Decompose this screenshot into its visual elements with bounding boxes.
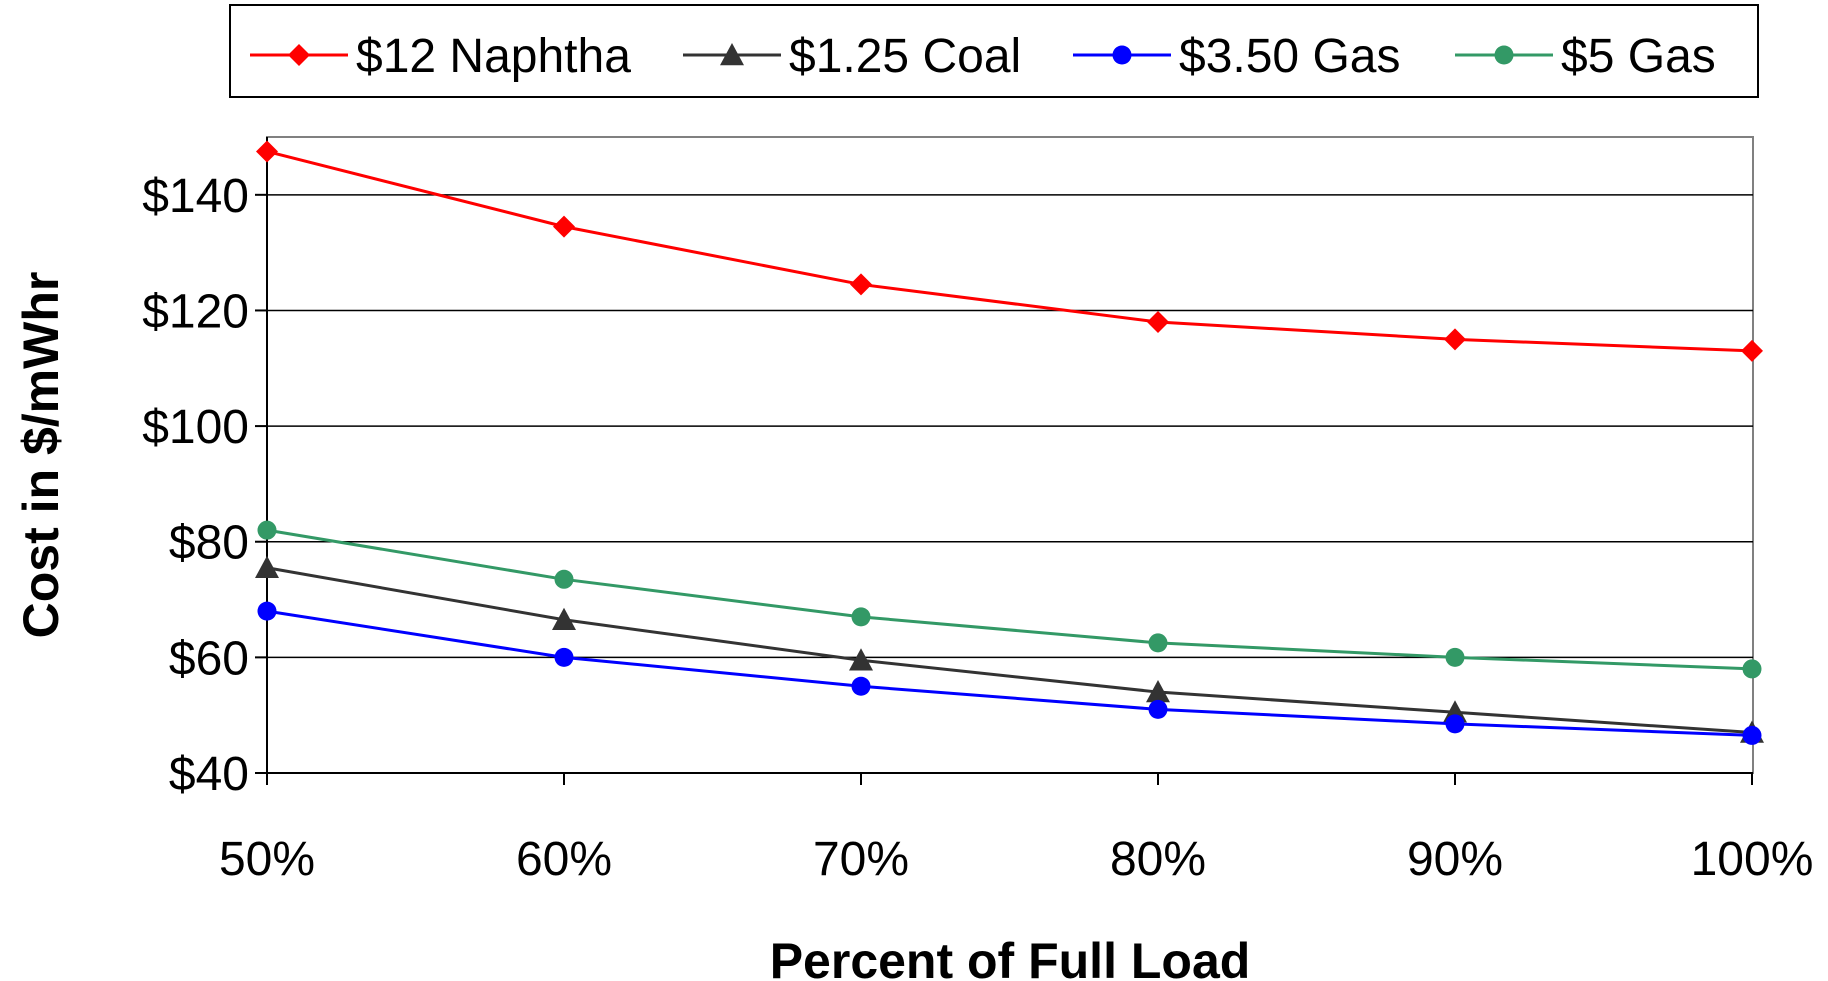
axes [255,137,1753,785]
series-1 [255,555,1764,743]
legend-entry: $1.25 Coal [683,30,1021,83]
y-axis-title: Cost in $/mWhr [13,272,69,639]
data-point [851,676,871,696]
data-point [849,648,873,671]
x-tick-label: 50% [219,833,315,886]
legend-marker [720,43,744,66]
data-point [1148,699,1168,719]
x-tick-label: 100% [1691,833,1814,886]
y-tick-label: $140 [142,170,249,223]
data-point [257,601,277,621]
data-point [1445,647,1465,667]
series-layer [255,140,1764,745]
data-point [552,607,576,630]
legend: $12 Naphtha $1.25 Coal $3.50 Gas $5 Gas [229,4,1759,98]
data-point [850,273,872,296]
y-tick-label: $120 [142,285,249,338]
gridlines [267,194,1753,659]
data-point [1146,680,1170,703]
y-tick-label: $100 [142,401,249,454]
x-tick-label: 60% [516,833,612,886]
x-tick-label: 80% [1110,833,1206,886]
legend-marker [1494,45,1514,65]
series-2 [257,601,1762,745]
series-line [266,566,1753,735]
x-tick-label: 70% [813,833,909,886]
plot-area [266,136,1754,774]
series-3 [257,520,1762,679]
legend-marker [288,44,310,66]
data-point [255,555,279,578]
data-point [554,569,574,589]
legend-entry: $3.50 Gas [1073,30,1400,83]
data-point [554,647,574,667]
data-point [256,140,278,163]
data-point [851,607,871,627]
legend-marker [1112,45,1132,65]
data-point [1444,328,1466,351]
legend-entry: $12 Naphtha [250,30,631,83]
tick-labels: $40 $60 $80 $100 $120 $140 50% 60% 70% 80% 90% 100% [142,170,1813,886]
series-line [266,528,1753,671]
data-point [1742,725,1762,745]
series-line [266,609,1753,737]
y-tick-label: $80 [169,517,249,570]
legend-entry: $5 Gas [1455,30,1716,83]
series-line [266,150,1753,353]
x-axis-title: Percent of Full Load [770,933,1251,981]
legend-label: $3.50 Gas [1179,30,1400,83]
x-tick-label: 90% [1407,833,1503,886]
data-point [553,215,575,238]
data-point [1148,633,1168,653]
data-point [1147,311,1169,334]
y-tick-label: $60 [169,632,249,685]
data-point [1742,659,1762,679]
y-tick-label: $40 [169,748,249,801]
data-point [1741,339,1763,362]
legend-label: $1.25 Coal [789,30,1021,83]
legend-label: $12 Naphtha [356,30,631,83]
data-point [1445,714,1465,734]
legend-label: $5 Gas [1561,30,1716,83]
series-0 [256,140,1763,362]
data-point [257,520,277,540]
